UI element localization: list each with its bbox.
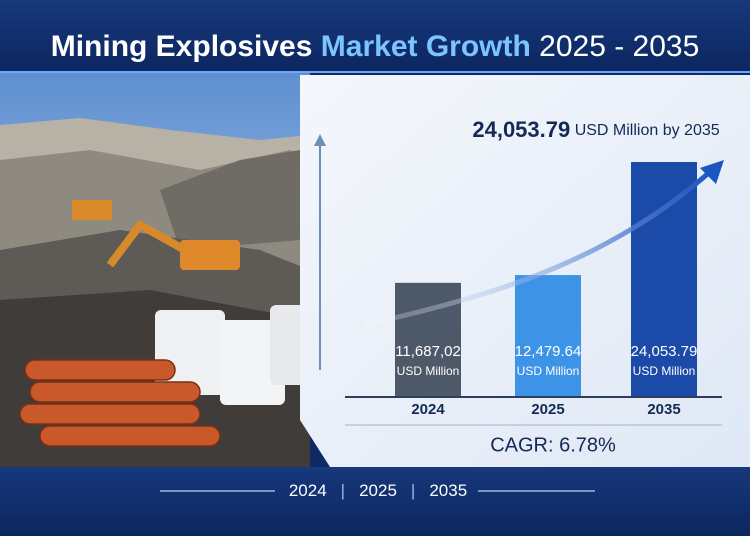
footer-divider: | [341, 481, 345, 500]
annotation-text: USD Million by 2035 [575, 122, 720, 139]
growth-arrow [364, 168, 714, 328]
title-part: Market Growth [321, 30, 531, 63]
value-unit: USD Million [517, 364, 580, 378]
x-tick-label: 2024 [411, 401, 445, 418]
value-label: 11,687,02 [395, 343, 461, 360]
chart-title: Mining Explosives Market Growth 2025 - 2… [51, 30, 700, 63]
bar [515, 275, 581, 397]
annotation-value: 24,053.79 [472, 117, 570, 142]
cagr: CAGR: 6.78% [490, 434, 616, 456]
axis-arrowhead [314, 134, 326, 146]
footer-year: 2025 [359, 481, 397, 500]
title-banner [0, 0, 750, 72]
value-unit: USD Million [633, 364, 696, 378]
title-part: Mining Explosives [51, 30, 313, 63]
footer-band [0, 467, 750, 536]
value-label: 12,479.64 [515, 343, 582, 360]
value-unit: USD Million [397, 364, 460, 378]
growth-arrowhead [700, 160, 724, 184]
mine-photo [0, 72, 330, 467]
x-tick-label: 2035 [647, 401, 680, 418]
footer-divider: | [411, 481, 415, 500]
value-label: 24,053.79 [631, 343, 698, 360]
annotation: 24,053.79 USD Million by 2035 [472, 117, 719, 142]
title-part: 2025 - 2035 [539, 30, 699, 63]
x-tick-label: 2025 [531, 401, 564, 418]
bar [395, 282, 461, 397]
bar [631, 162, 697, 397]
footer-year: 2035 [429, 481, 467, 500]
footer-year: 2024 [289, 481, 327, 500]
footer-years: 2024 | 2025 | 2035 [289, 481, 467, 500]
